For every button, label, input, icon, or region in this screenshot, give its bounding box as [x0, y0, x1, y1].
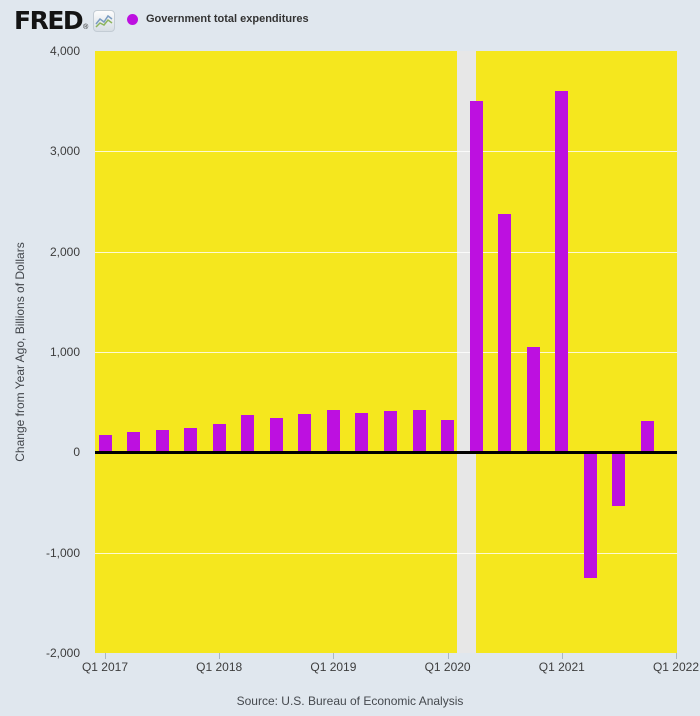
registered-trademark: ® [83, 24, 89, 31]
fred-logo[interactable]: FRED ® [14, 6, 116, 35]
bar-Q2-2017[interactable] [127, 432, 140, 453]
gridline [95, 251, 677, 253]
bar-Q2-2020[interactable] [469, 101, 483, 453]
bar-Q3-2021[interactable] [612, 452, 626, 507]
fred-logo-text: FRED [14, 6, 84, 35]
bar-Q4-2019[interactable] [412, 410, 426, 453]
legend-series-swatch [127, 13, 138, 25]
bar-Q3-2017[interactable] [155, 429, 169, 453]
x-axis-label: Q1 2020 [424, 660, 471, 674]
y-axis-label: 1,000 [49, 345, 80, 359]
y-axis-label: 2,000 [49, 244, 80, 259]
plot-area[interactable] [95, 51, 677, 653]
zero-line [95, 451, 677, 455]
y-axis-label: 0 [73, 445, 80, 460]
x-axis-tick [447, 653, 449, 659]
gridline [95, 352, 677, 353]
x-axis-tick [105, 653, 106, 659]
bar-Q1-2019[interactable] [326, 409, 340, 453]
x-axis-tick [561, 653, 563, 659]
x-axis-tick [219, 653, 221, 659]
y-axis-label: -2,000 [45, 646, 80, 660]
bar-Q3-2019[interactable] [384, 411, 397, 453]
fred-header: FRED ® [14, 6, 116, 36]
legend: Government total expenditures [127, 13, 309, 25]
gridline [95, 151, 677, 153]
bar-Q1-2018[interactable] [212, 424, 226, 453]
bar-Q2-2021[interactable] [583, 452, 597, 578]
y-axis-label: 4,000 [49, 44, 80, 58]
x-axis-label: Q1 2021 [538, 660, 585, 674]
x-axis-tick [676, 653, 677, 659]
x-axis-label: Q1 2017 [81, 660, 129, 674]
bar-Q2-2019[interactable] [355, 413, 369, 453]
fred-sparkline-icon [93, 10, 116, 32]
bar-Q1-2017[interactable] [98, 435, 112, 453]
x-axis-label: Q1 2022 [652, 660, 700, 674]
y-axis-label: -1,000 [45, 545, 80, 560]
bar-Q1-2020[interactable] [441, 420, 455, 453]
x-axis-tick [333, 653, 335, 659]
bar-Q4-2018[interactable] [298, 414, 312, 453]
bar-Q3-2020[interactable] [498, 213, 512, 453]
y-axis-label: 3,000 [49, 144, 80, 159]
gridline [95, 552, 677, 554]
bar-Q3-2018[interactable] [269, 417, 283, 453]
bar-Q2-2018[interactable] [241, 415, 255, 453]
x-axis-label: Q1 2019 [310, 660, 357, 674]
source-text: Source: U.S. Bureau of Economic Analysis [236, 694, 464, 708]
bar-Q4-2020[interactable] [526, 347, 540, 453]
legend-series-label: Government total expenditures [146, 13, 309, 25]
bar-Q1-2021[interactable] [555, 91, 569, 453]
bar-Q4-2017[interactable] [184, 428, 198, 453]
x-axis-label: Q1 2018 [196, 660, 243, 674]
bar-Q4-2021[interactable] [641, 421, 654, 453]
